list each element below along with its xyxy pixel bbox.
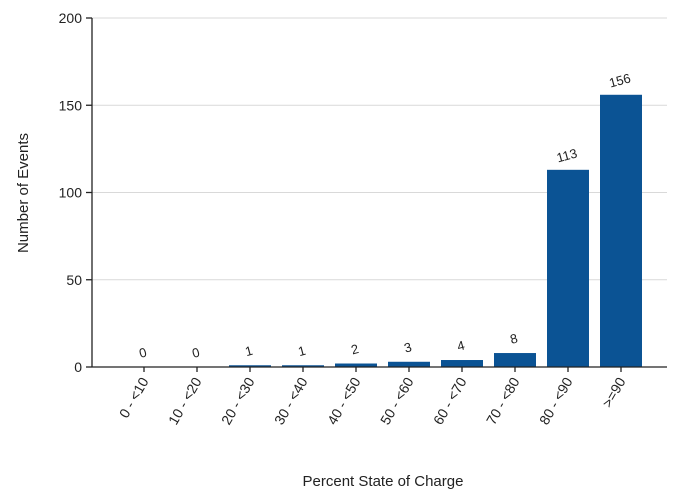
data-label: 8 (508, 331, 519, 347)
y-tick-label: 100 (59, 185, 83, 201)
bar (229, 365, 271, 367)
bar (600, 94, 642, 367)
x-tick-label: 40 - <50 (324, 374, 364, 427)
data-label: 4 (455, 337, 466, 353)
y-tick-label: 200 (59, 10, 83, 26)
data-labels: 0 0 1 1 2 3 4 8 113 156 (137, 70, 632, 360)
bar (547, 169, 589, 367)
x-tick-label: 60 - <70 (430, 374, 470, 427)
bar (441, 360, 483, 367)
x-tick-label: 0 - <10 (116, 374, 152, 420)
data-label: 3 (402, 339, 413, 355)
bar (282, 365, 324, 367)
x-tick-label: 20 - <30 (218, 374, 258, 427)
x-tick-label: 70 - <80 (483, 374, 523, 427)
x-tick-label: >=90 (599, 374, 629, 410)
bar (335, 363, 377, 367)
x-tick-label: 50 - <60 (377, 374, 417, 427)
data-label: 1 (243, 343, 254, 359)
bars (229, 94, 642, 367)
x-tick-label: 10 - <20 (165, 374, 205, 427)
x-tick-label: 30 - <40 (271, 374, 311, 427)
y-tick-labels: 0 50 100 150 200 (59, 10, 83, 375)
data-label: 2 (349, 341, 360, 357)
x-tick-labels: 0 - <10 10 - <20 20 - <30 30 - <40 40 - <50 5… (116, 374, 629, 427)
axes (86, 17, 667, 372)
data-label: 0 (190, 344, 201, 360)
bar (494, 353, 536, 367)
bar (388, 361, 430, 367)
y-tick-label: 150 (59, 97, 83, 113)
y-axis-title: Number of Events (15, 133, 32, 253)
y-tick-label: 0 (74, 359, 82, 375)
x-tick-label: 80 - <90 (536, 374, 576, 427)
x-axis-title: Percent State of Charge (303, 473, 464, 490)
data-label: 0 (137, 344, 148, 360)
data-label: 1 (296, 343, 307, 359)
data-label: 156 (607, 70, 632, 90)
y-tick-label: 50 (66, 272, 82, 288)
data-label: 113 (555, 146, 579, 166)
